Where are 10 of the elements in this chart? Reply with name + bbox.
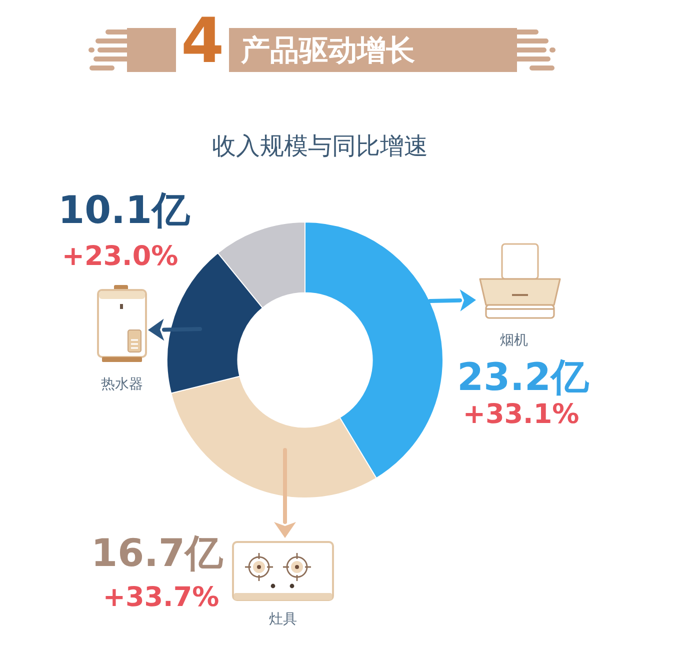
data-label: 10.1亿	[58, 188, 191, 232]
slice-label: 热水器	[101, 376, 143, 393]
chart-subtitle: 收入规模与同比增速	[212, 132, 428, 160]
data-label: 16.7亿	[91, 530, 224, 575]
text: +33.1%	[462, 399, 580, 430]
text: +23.0%	[62, 241, 178, 272]
slice-label: 灶具	[269, 612, 297, 628]
slice-label: 烟机	[500, 332, 528, 349]
data-label: 23.2亿	[457, 354, 590, 399]
text: +33.7%	[102, 582, 220, 614]
